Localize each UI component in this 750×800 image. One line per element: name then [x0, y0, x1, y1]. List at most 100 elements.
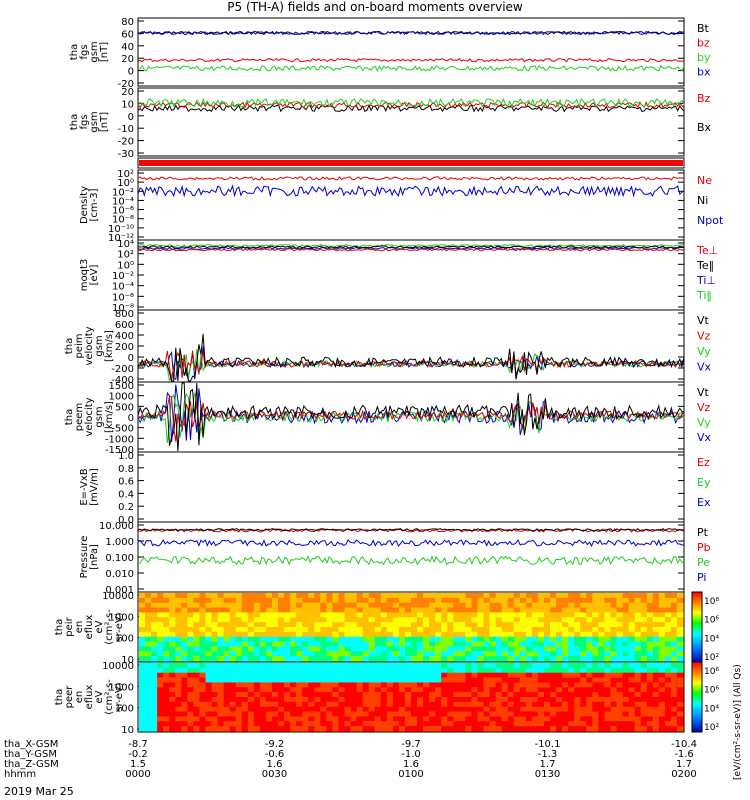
spec-cell-peir	[592, 622, 599, 628]
spec-cell-peir	[616, 627, 624, 633]
spec-cell-peer	[344, 692, 352, 698]
spec-cell-peer	[423, 716, 430, 722]
spec-cell-peir	[519, 612, 527, 618]
spec-cell-peer	[616, 716, 624, 722]
spec-cell-peir	[556, 646, 563, 652]
spec-cell-peer	[459, 677, 466, 684]
spec-cell-peir	[556, 597, 563, 604]
spec-cell-peir	[193, 651, 201, 657]
spec-cell-peer	[543, 697, 551, 703]
spec-cell-peir	[253, 656, 261, 662]
spec-cell-peir	[574, 612, 581, 618]
spec-cell-peir	[271, 597, 279, 604]
spec-cell-peer	[676, 721, 684, 727]
xaxis-val-2-2: 1.6	[403, 759, 419, 770]
spec-cell-peir	[616, 641, 624, 648]
ytick-label-temp-5: 10⁻⁶	[112, 292, 134, 303]
spec-cell-peer	[181, 706, 188, 713]
spec-cell-peir	[223, 641, 231, 648]
spec-cell-peer	[386, 726, 394, 732]
spec-cell-peer	[592, 677, 599, 684]
spec-cell-peir	[586, 656, 593, 662]
spec-cell-peer	[574, 697, 581, 703]
spec-cell-peir	[622, 627, 630, 633]
spec-cell-peer	[628, 687, 636, 693]
spec-cell-peir	[640, 593, 648, 599]
spec-cell-peir	[670, 622, 678, 628]
spec-cell-peer	[175, 711, 182, 718]
spec-cell-peir	[423, 656, 430, 662]
spec-cell-peer	[513, 706, 521, 713]
spec-cell-peir	[447, 656, 454, 662]
spec-cell-peir	[574, 622, 581, 628]
spec-cell-peer	[392, 701, 400, 708]
spec-cell-peir	[398, 612, 406, 618]
spec-cell-peir	[483, 602, 491, 609]
spec-cell-peir	[350, 631, 358, 638]
spec-cell-peir	[658, 593, 666, 599]
spec-cell-peer	[592, 716, 599, 722]
spec-cell-peir	[362, 607, 370, 614]
spec-cell-peir	[640, 651, 648, 657]
spec-cell-peir	[163, 646, 170, 652]
spec-cell-peer	[489, 692, 497, 698]
spec-cell-peer	[398, 667, 406, 674]
spec-cell-peir	[634, 636, 642, 643]
spec-cell-peer	[634, 682, 642, 688]
spec-cell-peir	[459, 607, 466, 614]
spec-cell-peir	[290, 646, 297, 652]
spec-cell-peir	[459, 593, 466, 599]
spec-cell-peir	[344, 646, 352, 652]
spec-cell-peir	[628, 593, 636, 599]
spec-cell-peer	[217, 697, 225, 703]
ylabel-text-peer-5: (cm²-s-	[104, 679, 115, 715]
spec-cell-peir	[175, 622, 182, 628]
spec-cell-peir	[489, 627, 497, 633]
spec-cell-peir	[344, 627, 352, 633]
spec-cell-peer	[447, 721, 454, 727]
legend-peim-3: Vx	[697, 361, 712, 374]
spec-cell-peer	[580, 667, 587, 674]
spec-cell-peer	[550, 687, 557, 693]
spec-cell-peer	[157, 667, 164, 674]
spec-cell-peer	[592, 663, 599, 669]
colorbar-tick-1-2: 10⁴	[704, 704, 719, 714]
ytick-label-dens-4: 10⁻⁶	[112, 206, 134, 217]
ytick-label-peim-3: 200	[115, 342, 134, 353]
spec-cell-peir	[259, 651, 267, 657]
spec-cell-peir	[320, 636, 327, 643]
spec-cell-peer	[223, 672, 231, 679]
spec-cell-peer	[604, 682, 612, 688]
spec-cell-peer	[404, 672, 412, 679]
spec-cell-peir	[332, 651, 340, 657]
spec-cell-peir	[392, 646, 400, 652]
spec-cell-peir	[507, 612, 515, 618]
spec-cell-peir	[302, 646, 309, 652]
spec-cell-peir	[495, 607, 503, 614]
spec-cell-peir	[525, 627, 533, 633]
spec-cell-peir	[598, 617, 606, 623]
spec-cell-peir	[223, 617, 231, 623]
spec-cell-peer	[628, 706, 636, 713]
spec-cell-peir	[513, 593, 521, 599]
spec-cell-peer	[411, 663, 418, 669]
spec-cell-peer	[265, 726, 273, 732]
spec-cell-peer	[404, 687, 412, 693]
spec-cell-peir	[145, 651, 152, 657]
spec-cell-peer	[483, 677, 491, 684]
spec-cell-peer	[556, 692, 563, 698]
spec-cell-peir	[181, 612, 188, 618]
spec-cell-peir	[604, 636, 612, 643]
spec-cell-peir	[453, 607, 460, 614]
panel-frame-efield	[137, 451, 685, 523]
ytick-label-peir-3: 10	[121, 655, 134, 666]
spec-cell-peir	[380, 593, 388, 599]
spec-cell-peir	[368, 627, 376, 633]
spec-cell-peer	[175, 697, 182, 703]
spec-cell-peer	[580, 711, 587, 718]
spec-cell-peir	[211, 631, 219, 638]
spec-cell-peir	[664, 636, 672, 643]
spec-cell-peir	[398, 602, 406, 609]
spec-cell-peir	[217, 612, 225, 618]
spec-cell-peir	[284, 593, 291, 599]
